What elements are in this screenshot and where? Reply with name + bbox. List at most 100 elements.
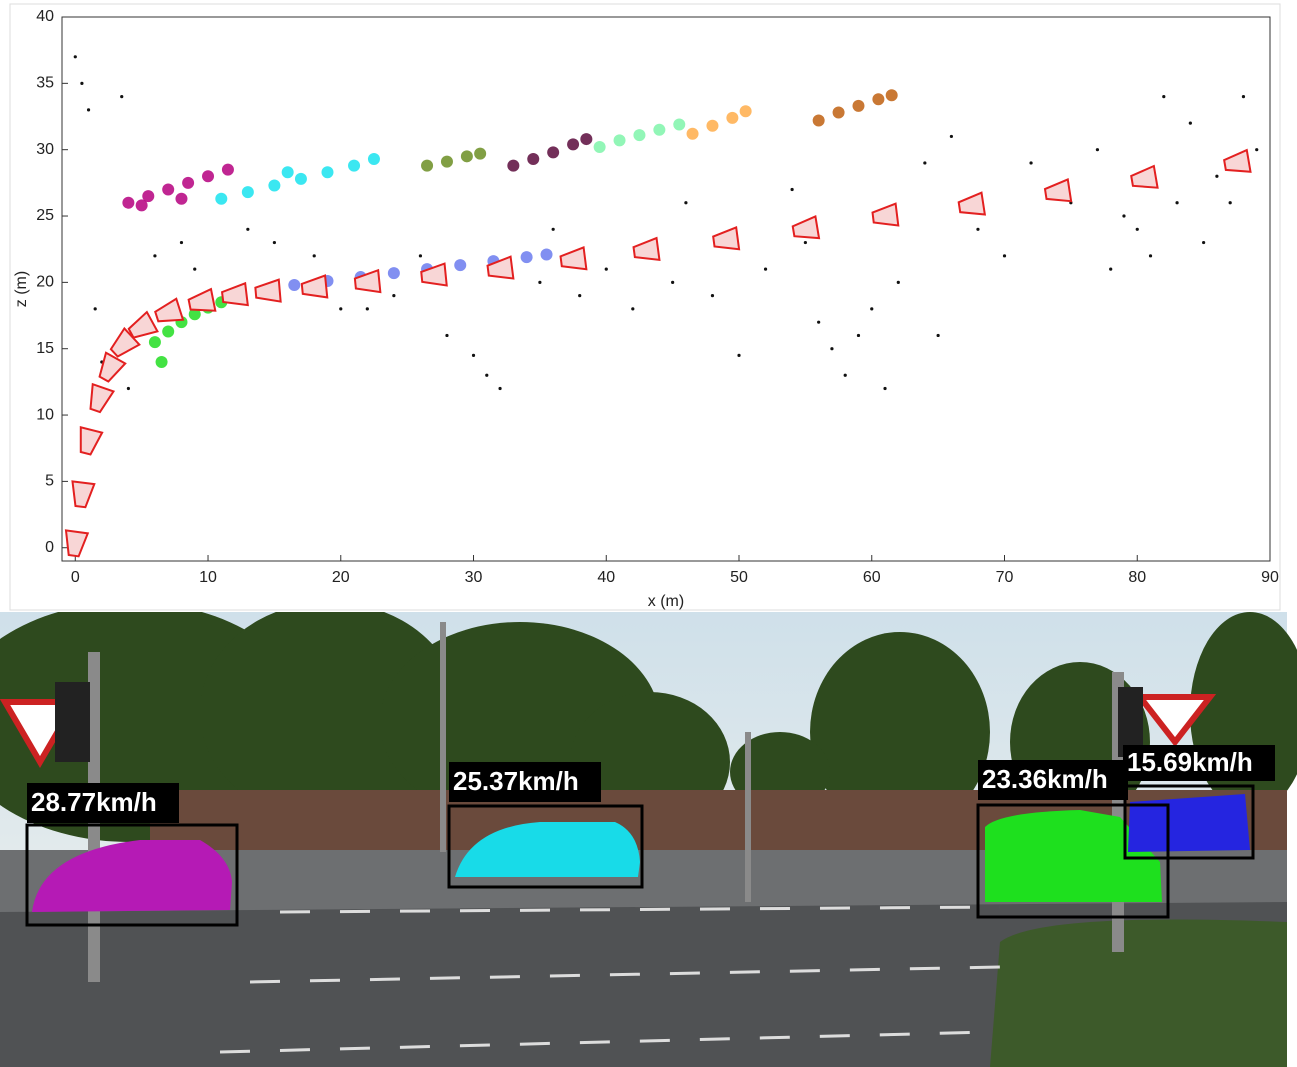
- y-tick-label: 40: [36, 8, 54, 25]
- point: [540, 248, 553, 261]
- point: [726, 111, 739, 124]
- point: [580, 133, 593, 146]
- camera-pose: [712, 226, 741, 251]
- point: [339, 307, 343, 311]
- point: [268, 179, 281, 192]
- point: [365, 307, 369, 311]
- point: [281, 166, 294, 179]
- point: [122, 196, 135, 209]
- point: [175, 192, 188, 205]
- point: [567, 138, 580, 151]
- point: [520, 251, 533, 264]
- bounding-boxes: [25, 784, 1255, 927]
- x-tick-label: 80: [1128, 569, 1146, 586]
- point: [673, 118, 686, 131]
- camera-pose: [187, 287, 217, 312]
- point: [188, 308, 201, 321]
- x-tick-label: 70: [996, 569, 1014, 586]
- point: [885, 89, 898, 102]
- point: [440, 155, 453, 168]
- point: [1241, 95, 1246, 99]
- point: [155, 355, 168, 368]
- label-bg: [449, 762, 601, 802]
- point: [763, 267, 768, 271]
- point: [830, 347, 834, 351]
- y-axis-label: z (m): [13, 271, 30, 307]
- point: [294, 172, 307, 185]
- point: [1122, 214, 1126, 218]
- point: [471, 353, 476, 357]
- point: [348, 159, 361, 172]
- point: [272, 240, 276, 245]
- lane-markings: [219, 905, 1001, 1054]
- point: [153, 254, 157, 258]
- point: [80, 81, 84, 85]
- point: [547, 146, 560, 159]
- point: [93, 307, 97, 311]
- point: [460, 150, 473, 163]
- point: [1029, 161, 1033, 165]
- road-shadow: [0, 902, 1287, 1067]
- point: [392, 294, 396, 298]
- camera-pose: [64, 529, 90, 558]
- camera-pose: [127, 310, 159, 339]
- point: [686, 127, 699, 140]
- car-cyan: [455, 822, 640, 877]
- point: [613, 134, 626, 147]
- y-tick-label: 10: [36, 406, 54, 423]
- camera-pose: [71, 480, 96, 509]
- point: [976, 227, 980, 231]
- point: [870, 307, 874, 311]
- point: [684, 201, 688, 205]
- camera-pose: [220, 281, 249, 307]
- x-tick-label: 20: [332, 569, 350, 586]
- point: [1202, 240, 1206, 245]
- camera-pose: [791, 215, 821, 240]
- point: [288, 279, 301, 292]
- point: [631, 307, 635, 311]
- car-green: [985, 810, 1162, 902]
- speed-label: 15.69km/h: [1127, 747, 1253, 777]
- x-tick-label: 50: [730, 569, 748, 586]
- x-tick-label: 30: [465, 569, 483, 586]
- camera-pose: [154, 297, 185, 323]
- y-tick-label: 25: [36, 207, 54, 224]
- point: [162, 183, 175, 196]
- point: [454, 259, 467, 272]
- label-bg: [27, 783, 179, 823]
- point: [936, 333, 940, 338]
- y-tick-label: 0: [45, 539, 54, 556]
- point: [739, 105, 752, 118]
- point: [126, 386, 130, 391]
- point: [418, 254, 423, 258]
- point: [551, 227, 555, 231]
- point: [706, 119, 719, 132]
- point: [1228, 201, 1232, 205]
- point: [527, 152, 540, 165]
- point: [498, 386, 502, 391]
- car-blue: [1128, 794, 1250, 852]
- traffic-light: [55, 682, 90, 762]
- point: [832, 106, 845, 119]
- point: [872, 93, 885, 106]
- speed-label: 25.37km/h: [453, 766, 579, 796]
- point: [179, 240, 184, 245]
- yield-sign: [1133, 694, 1217, 747]
- point: [1095, 148, 1100, 152]
- x-tick-label: 60: [863, 569, 881, 586]
- camera-pose: [79, 425, 104, 456]
- point: [507, 159, 520, 172]
- point: [1188, 121, 1192, 125]
- y-tick-label: 20: [36, 274, 54, 291]
- point: [312, 254, 316, 258]
- speed-label: 28.77km/h: [31, 787, 157, 817]
- camera-pose: [871, 202, 900, 227]
- point: [474, 147, 487, 160]
- x-tick-label: 40: [597, 569, 615, 586]
- point: [883, 386, 887, 391]
- point: [949, 134, 954, 139]
- point: [790, 187, 794, 192]
- point: [445, 333, 449, 338]
- point: [578, 294, 582, 298]
- point: [246, 227, 250, 231]
